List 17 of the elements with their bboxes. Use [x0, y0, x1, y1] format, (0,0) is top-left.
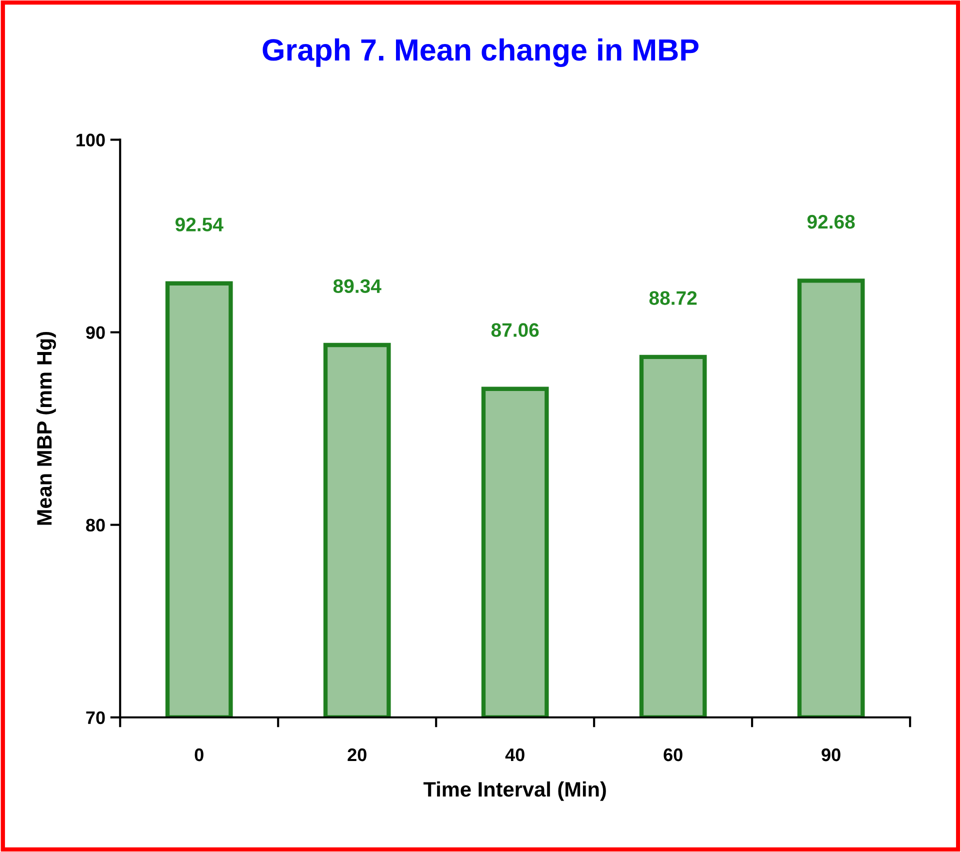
data-label: 88.72	[649, 291, 697, 305]
data-label: 87.06	[491, 323, 539, 337]
x-tick-label: 40	[505, 748, 524, 762]
x-tick-label: 60	[664, 748, 682, 762]
x-tick-label: 20	[348, 748, 366, 762]
x-axis-title: Time Interval (Min)	[423, 781, 606, 801]
y-tick-label: 80	[86, 518, 105, 532]
y-tick-label: 70	[86, 711, 105, 724]
x-tick-label: 90	[822, 748, 840, 762]
data-label: 92.54	[175, 218, 224, 232]
chart-title: Graph 7. Mean change in MBP	[262, 38, 698, 67]
y-tick-label: 100	[76, 134, 105, 146]
y-axis-title: Mean MBP (mm Hg)	[36, 332, 56, 525]
data-label: 92.68	[807, 214, 855, 229]
x-tick-label: 0	[194, 748, 204, 762]
data-label: 89.34	[333, 279, 382, 294]
y-tick-label: 90	[86, 326, 105, 339]
